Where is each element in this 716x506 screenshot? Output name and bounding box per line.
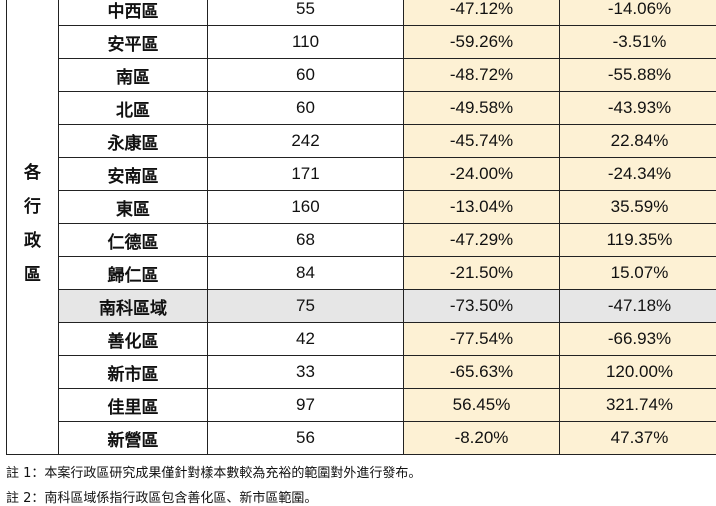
change-rate-cell-2: 22.84% [560,125,716,158]
change-rate-cell-2: -14.06% [560,0,716,26]
change-rate-cell-1: -65.63% [404,356,560,389]
district-cell: 安平區 [59,26,208,59]
sample-count-cell: 84 [208,257,404,290]
table-row: 新市區 33 -65.63% 120.00% [7,356,716,389]
group-label-char: 各 [7,156,58,190]
change-rate-cell-2: 321.74% [560,389,716,422]
change-rate-cell-1: -59.26% [404,26,560,59]
change-rate-cell-2: -47.18% [560,290,716,323]
change-rate-cell-2: -24.34% [560,158,716,191]
change-rate-cell-2: 15.07% [560,257,716,290]
change-rate-cell-1: -24.00% [404,158,560,191]
table-row: 各 行 政 區 中西區 55 -47.12% -14.06% [7,0,716,26]
change-rate-cell-1: -49.58% [404,92,560,125]
change-rate-cell-1: -73.50% [404,290,560,323]
change-rate-cell-2: 119.35% [560,224,716,257]
change-rate-cell-1: -8.20% [404,422,560,455]
district-cell: 安南區 [59,158,208,191]
group-label-cell: 各 行 政 區 [7,0,59,455]
sample-count-cell: 160 [208,191,404,224]
sample-count-cell: 56 [208,422,404,455]
sample-count-cell: 171 [208,158,404,191]
table-row-highlighted: 南科區域 75 -73.50% -47.18% [7,290,716,323]
sample-count-cell: 42 [208,323,404,356]
table-row: 北區 60 -49.58% -43.93% [7,92,716,125]
group-label-char: 政 [7,224,58,258]
district-cell: 新市區 [59,356,208,389]
change-rate-cell-1: -13.04% [404,191,560,224]
district-cell: 新營區 [59,422,208,455]
change-rate-cell-2: -3.51% [560,26,716,59]
group-label-char: 區 [7,258,58,292]
table-row: 新營區 56 -8.20% 47.37% [7,422,716,455]
sample-count-cell: 55 [208,0,404,26]
group-label-char: 行 [7,190,58,224]
footnote-2: 註 2：南科區域係指行政區包含善化區、新市區範圍。 [6,487,317,506]
change-rate-cell-1: 56.45% [404,389,560,422]
table-row: 歸仁區 84 -21.50% 15.07% [7,257,716,290]
district-cell: 南區 [59,59,208,92]
sample-count-cell: 60 [208,92,404,125]
table-row: 東區 160 -13.04% 35.59% [7,191,716,224]
district-cell: 中西區 [59,0,208,26]
sample-count-cell: 33 [208,356,404,389]
table-row: 仁德區 68 -47.29% 119.35% [7,224,716,257]
change-rate-cell-1: -47.12% [404,0,560,26]
sample-count-cell: 110 [208,26,404,59]
table-row: 永康區 242 -45.74% 22.84% [7,125,716,158]
district-cell: 東區 [59,191,208,224]
district-cell: 仁德區 [59,224,208,257]
district-cell: 南科區域 [59,290,208,323]
change-rate-cell-2: -55.88% [560,59,716,92]
sample-count-cell: 242 [208,125,404,158]
change-rate-cell-1: -21.50% [404,257,560,290]
change-rate-cell-1: -45.74% [404,125,560,158]
change-rate-cell-2: 35.59% [560,191,716,224]
change-rate-cell-2: -66.93% [560,323,716,356]
district-cell: 佳里區 [59,389,208,422]
district-cell: 北區 [59,92,208,125]
sample-count-cell: 60 [208,59,404,92]
district-cell: 永康區 [59,125,208,158]
table-row: 佳里區 97 56.45% 321.74% [7,389,716,422]
table-row: 安南區 171 -24.00% -24.34% [7,158,716,191]
table-row: 善化區 42 -77.54% -66.93% [7,323,716,356]
footnote-1: 註 1：本案行政區研究成果僅針對樣本數較為充裕的範圍對外進行發布。 [6,462,421,481]
district-data-table: 各 行 政 區 中西區 55 -47.12% -14.06% 安平區 110 -… [6,0,716,455]
change-rate-cell-2: 120.00% [560,356,716,389]
table-row: 安平區 110 -59.26% -3.51% [7,26,716,59]
sample-count-cell: 68 [208,224,404,257]
change-rate-cell-1: -77.54% [404,323,560,356]
sample-count-cell: 75 [208,290,404,323]
change-rate-cell-1: -47.29% [404,224,560,257]
table-row: 南區 60 -48.72% -55.88% [7,59,716,92]
district-cell: 歸仁區 [59,257,208,290]
change-rate-cell-2: 47.37% [560,422,716,455]
sample-count-cell: 97 [208,389,404,422]
change-rate-cell-1: -48.72% [404,59,560,92]
district-cell: 善化區 [59,323,208,356]
change-rate-cell-2: -43.93% [560,92,716,125]
